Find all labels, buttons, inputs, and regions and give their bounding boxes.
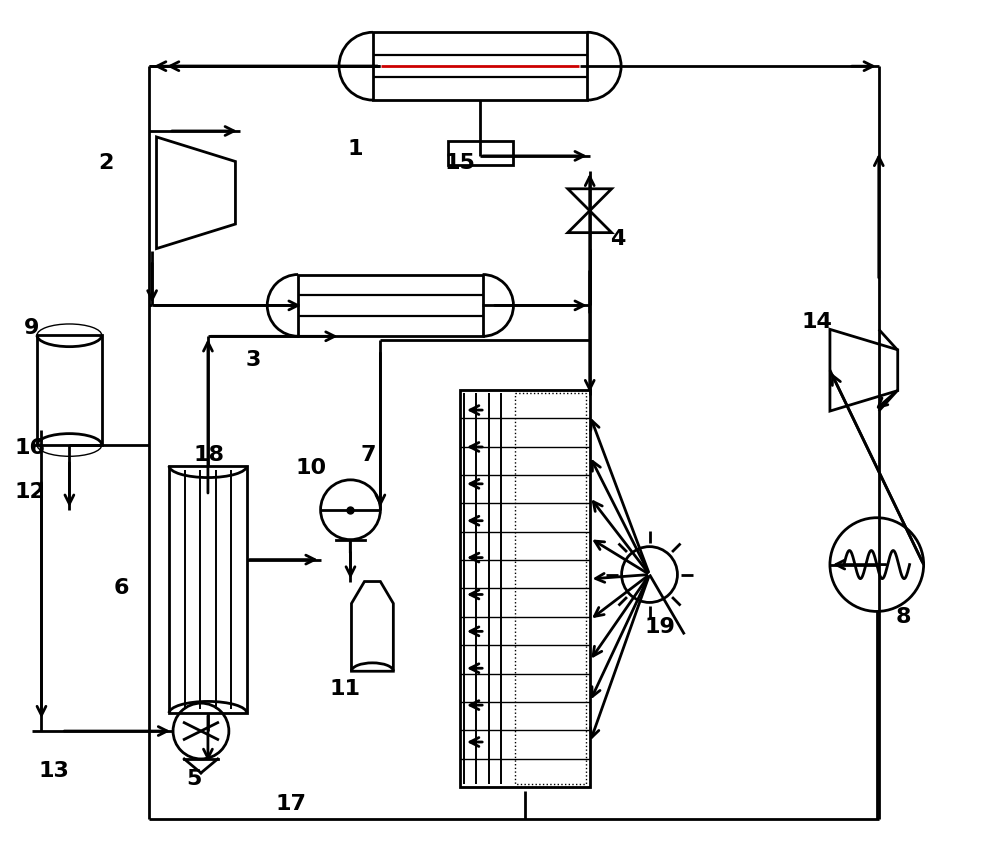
Text: 18: 18 (193, 445, 224, 465)
Text: 8: 8 (896, 607, 911, 627)
Text: 1: 1 (348, 139, 363, 159)
Bar (515, 393, 586, 784)
Text: 3: 3 (245, 350, 260, 370)
Text: 13: 13 (38, 761, 69, 781)
Bar (448, 141, 513, 165)
Text: 7: 7 (361, 445, 376, 465)
Text: 11: 11 (330, 679, 361, 699)
Text: 15: 15 (445, 153, 476, 173)
Text: 19: 19 (644, 618, 675, 638)
Text: 6: 6 (113, 578, 129, 598)
Text: 14: 14 (802, 312, 832, 332)
Text: 16: 16 (14, 438, 45, 458)
Bar (37, 336, 102, 445)
Text: 4: 4 (610, 228, 625, 248)
Text: 2: 2 (99, 153, 114, 173)
Bar (169, 466, 247, 713)
Bar (373, 32, 587, 100)
Bar (298, 274, 483, 336)
Text: 12: 12 (14, 482, 45, 502)
Text: 10: 10 (295, 458, 326, 477)
Text: 5: 5 (186, 769, 202, 789)
Text: 9: 9 (24, 318, 39, 338)
Bar (460, 390, 590, 787)
Text: 17: 17 (275, 794, 306, 814)
